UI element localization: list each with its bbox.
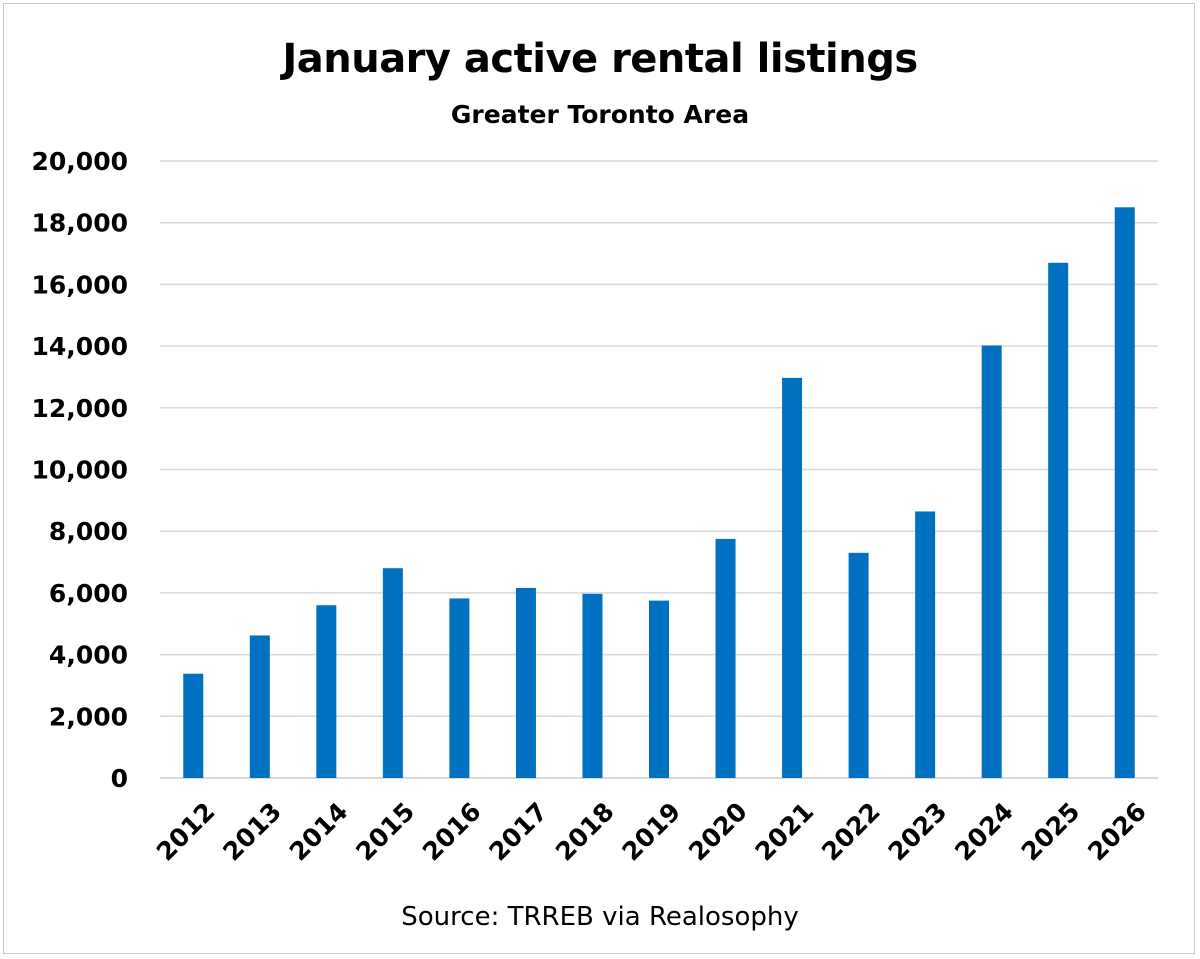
y-tick-label: 0: [111, 764, 128, 793]
x-tick-label: 2020: [683, 797, 753, 867]
bar-2013: [249, 635, 270, 778]
y-axis-labels: 0 2,000 4,000 6,000 8,000 10,000 12,000 14,000 1…: [32, 147, 128, 793]
chart-subtitle: Greater Toronto Area: [450, 100, 750, 129]
x-tick-label: 2026: [1082, 797, 1152, 867]
bar-2025: [1048, 262, 1069, 778]
x-tick-label: 2012: [151, 797, 221, 867]
bar-2012: [183, 673, 204, 778]
x-tick-label: 2014: [284, 797, 354, 867]
bar-2024: [981, 345, 1002, 778]
y-tick-label: 16,000: [32, 270, 128, 299]
x-tick-label: 2024: [949, 797, 1019, 867]
y-tick-label: 14,000: [32, 332, 128, 361]
x-tick-label: 2017: [483, 797, 553, 867]
bar-2014: [316, 605, 337, 778]
x-tick-label: 2025: [1016, 797, 1086, 867]
bar-2017: [515, 587, 536, 778]
x-tick-label: 2013: [217, 797, 287, 867]
x-tick-label: 2015: [350, 797, 420, 867]
y-tick-label: 8,000: [49, 517, 128, 546]
x-tick-label: 2022: [816, 797, 886, 867]
y-tick-label: 2,000: [49, 702, 128, 731]
x-tick-label: 2021: [750, 797, 820, 867]
y-tick-label: 4,000: [49, 641, 128, 670]
x-tick-label: 2016: [417, 797, 487, 867]
y-tick-label: 6,000: [49, 579, 128, 608]
bar-2022: [848, 552, 869, 778]
y-tick-label: 20,000: [32, 147, 128, 176]
bar-2026: [1114, 207, 1135, 778]
x-tick-label: 2023: [883, 797, 953, 867]
bar-2023: [915, 511, 936, 778]
bar-2018: [582, 593, 603, 778]
y-tick-label: 10,000: [32, 456, 128, 485]
source-note: Source: TRREB via Realosophy: [401, 902, 799, 932]
chart-title: January active rental listings: [282, 36, 918, 82]
x-axis-labels: 2012201320142015201620172018201920202021…: [151, 797, 1152, 867]
bar-2015: [382, 568, 403, 778]
y-tick-label: 18,000: [32, 209, 128, 238]
bar-2016: [449, 598, 470, 778]
x-tick-label: 2018: [550, 797, 620, 867]
bar-2019: [649, 600, 669, 778]
x-tick-label: 2019: [617, 797, 687, 867]
bar-2020: [715, 538, 736, 778]
bars: [183, 207, 1135, 778]
bar-2021: [782, 377, 803, 778]
y-tick-label: 12,000: [32, 394, 128, 423]
